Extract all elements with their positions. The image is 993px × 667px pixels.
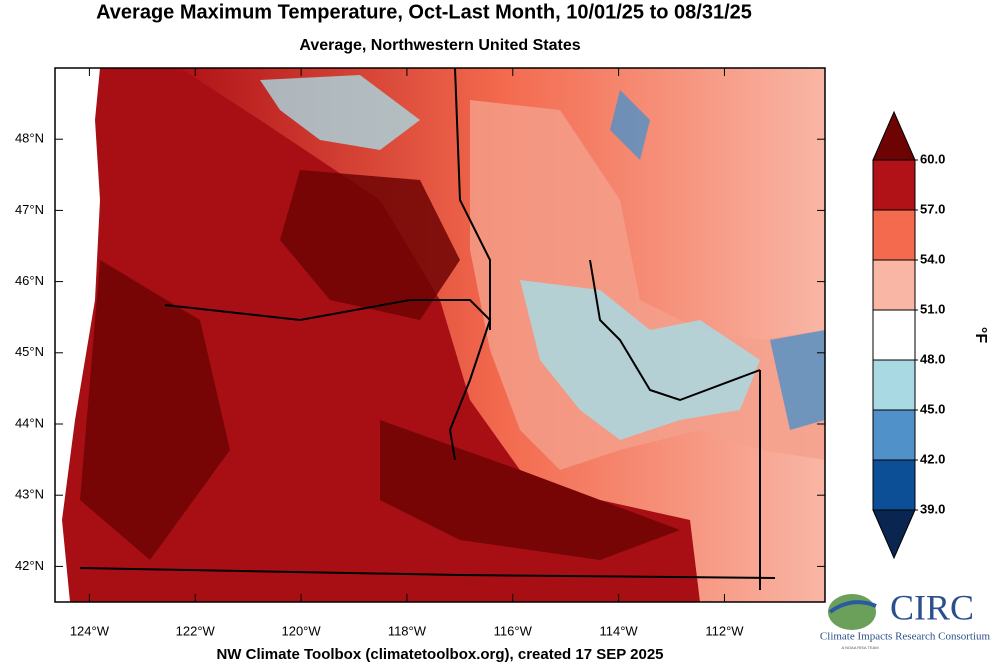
colorbar-band xyxy=(872,309,916,361)
colorbar-label: 39.0 xyxy=(920,501,945,516)
map-frame xyxy=(54,67,826,603)
y-tick-label: 42°N xyxy=(15,558,44,573)
x-tick-label: 122°W xyxy=(176,623,216,638)
x-tick-label: 114°W xyxy=(600,623,639,638)
cool-zone xyxy=(260,75,420,150)
cool-zone xyxy=(520,280,760,440)
y-tick-label: 47°N xyxy=(15,202,44,217)
y-tick-label: 48°N xyxy=(15,131,44,146)
colorbar-label: 42.0 xyxy=(920,451,945,466)
x-tick-label: 120°W xyxy=(281,623,321,638)
colorbar-band xyxy=(872,159,916,211)
cold-zone xyxy=(610,90,825,430)
colorbar-label: 54.0 xyxy=(920,251,945,266)
colorbar-label: 57.0 xyxy=(920,201,945,216)
map xyxy=(55,68,825,602)
x-tick-label: 118°W xyxy=(388,623,427,638)
y-tick-label: 46°N xyxy=(15,273,44,288)
logo-name: CIRC xyxy=(890,587,974,627)
colorbar-band xyxy=(872,359,916,411)
hot-zone xyxy=(80,170,680,560)
footer: NW Climate Toolbox (climatetoolbox.org),… xyxy=(216,646,663,663)
logo-icon xyxy=(828,594,876,630)
subtitle: Average, Northwestern United States xyxy=(299,37,580,54)
logo-tagline: A NOAA RISA TEAM xyxy=(841,645,878,650)
colorbar-label: 45.0 xyxy=(920,401,945,416)
x-tick-label: 112°W xyxy=(705,623,744,638)
colorbar-band xyxy=(872,209,916,261)
logo-caption: Climate Impacts Research Consortium xyxy=(820,631,991,643)
colorbar-label: 48.0 xyxy=(920,351,945,366)
title: Average Maximum Temperature, Oct-Last Mo… xyxy=(96,1,752,23)
colorbar-end xyxy=(872,110,916,161)
colorbar-label: 51.0 xyxy=(920,301,945,316)
logo-icon xyxy=(828,600,877,614)
colorbar-band xyxy=(872,459,916,511)
x-tick-label: 116°W xyxy=(494,623,533,638)
colorbar-band xyxy=(872,409,916,461)
logo: CIRC Climate Impacts Research Consortium… xyxy=(820,587,991,650)
colorbar-label: 60.0 xyxy=(920,151,945,166)
state-borders xyxy=(79,68,776,590)
x-tick-label: 124°W xyxy=(70,623,110,638)
y-tick-label: 44°N xyxy=(15,415,44,430)
colorbar: 39.0 42.0 45.0 48.0 51.0 54.0 57.0 60.0 °F xyxy=(872,110,989,560)
y-tick-label: 43°N xyxy=(15,487,44,502)
colorbar-band xyxy=(872,259,916,311)
colorbar-unit: °F xyxy=(972,327,989,343)
colorbar-end xyxy=(872,509,916,560)
y-tick-label: 45°N xyxy=(15,344,44,359)
